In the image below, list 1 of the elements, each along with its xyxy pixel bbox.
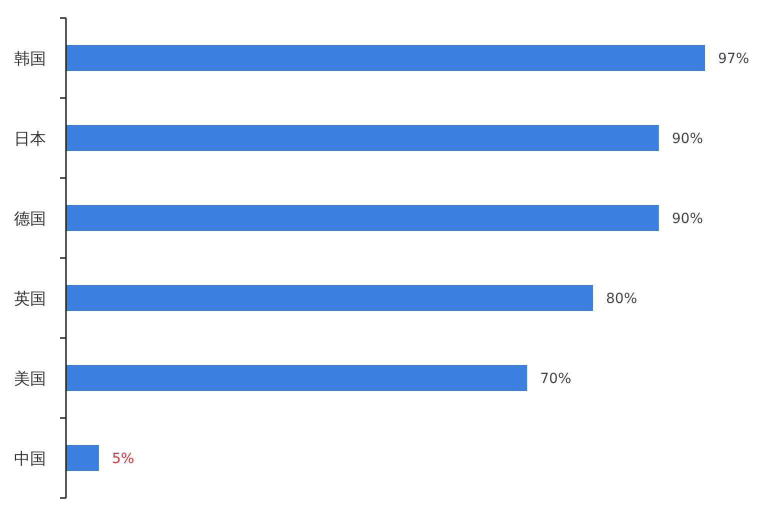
annotation: 5% — [112, 451, 134, 467]
